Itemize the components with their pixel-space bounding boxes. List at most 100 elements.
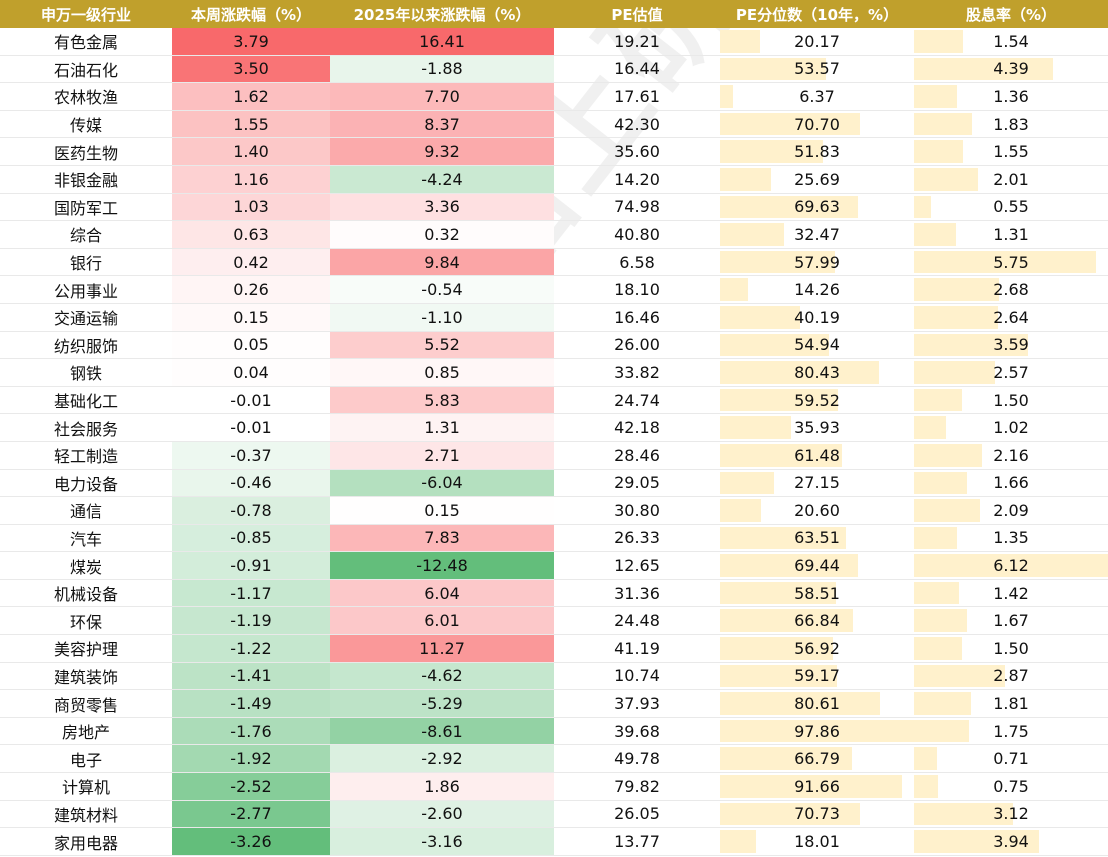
industry-name-cell: 美容护理 [0, 634, 172, 663]
table-row: 商贸零售 -1.49 -5.29 37.93 80.61 1.81 [0, 689, 1108, 718]
pe-percentile-cell: 91.66 [720, 772, 914, 801]
industry-name-cell: 家用电器 [0, 827, 172, 856]
bar-value-label: 97.86 [794, 721, 840, 741]
data-bar [914, 416, 947, 439]
pe-cell: 24.48 [554, 606, 720, 636]
ytd-change-cell: 16.41 [330, 28, 554, 56]
bar-value-label: 1.50 [993, 390, 1029, 410]
industry-name-cell: 计算机 [0, 772, 172, 801]
dividend-yield-cell: 1.83 [914, 110, 1108, 139]
data-bar [720, 775, 902, 798]
header-week-change: 本周涨跌幅（%） [172, 0, 330, 28]
pe-cell: 42.18 [554, 413, 720, 442]
ytd-change-cell: 5.52 [330, 331, 554, 360]
industry-name-cell: 医药生物 [0, 137, 172, 166]
ytd-change-cell: -0.54 [330, 275, 554, 304]
data-bar [720, 747, 853, 771]
bar-value-label: 1.66 [993, 473, 1029, 493]
industry-name-cell: 房地产 [0, 717, 172, 746]
bar-value-label: 2.01 [993, 169, 1029, 189]
industry-name-cell: 机械设备 [0, 579, 172, 608]
pe-cell: 41.19 [554, 634, 720, 663]
header-pe-percentile: PE分位数（10年，%） [720, 0, 914, 28]
pe-percentile-cell: 66.79 [720, 744, 914, 774]
data-bar [914, 85, 958, 108]
pe-percentile-cell: 61.48 [720, 441, 914, 470]
bar-value-label: 25.69 [794, 169, 840, 189]
bar-value-label: 69.44 [794, 556, 840, 576]
table-row: 纺织服饰 0.05 5.52 26.00 54.94 3.59 [0, 331, 1108, 360]
data-bar [720, 361, 880, 384]
pe-percentile-cell: 56.92 [720, 634, 914, 663]
data-bar [720, 719, 914, 743]
data-bar [720, 664, 838, 688]
table-row: 公用事业 0.26 -0.54 18.10 14.26 2.68 [0, 275, 1108, 304]
bar-value-label: 91.66 [794, 776, 840, 796]
dividend-yield-cell: 1.36 [914, 82, 1108, 111]
week-change-cell: -0.78 [172, 496, 330, 525]
pe-percentile-cell: 25.69 [720, 165, 914, 194]
industry-name-cell: 综合 [0, 220, 172, 249]
dividend-yield-cell: 1.55 [914, 137, 1108, 166]
pe-cell: 42.30 [554, 110, 720, 139]
week-change-cell: -0.46 [172, 469, 330, 498]
week-change-cell: -0.01 [172, 413, 330, 442]
week-change-cell: -1.92 [172, 744, 330, 774]
pe-percentile-cell: 53.57 [720, 55, 914, 84]
data-bar [914, 775, 938, 798]
pe-cell: 26.33 [554, 524, 720, 553]
pe-cell: 74.98 [554, 193, 720, 222]
pe-percentile-cell: 70.73 [720, 800, 914, 829]
dividend-yield-cell: 6.12 [914, 551, 1108, 580]
ytd-change-cell: 1.86 [330, 772, 554, 801]
bar-value-label: 1.02 [993, 418, 1029, 438]
header-row: 申万一级行业 本周涨跌幅（%） 2025年以来涨跌幅（%） PE估值 PE分位数… [0, 0, 1108, 28]
ytd-change-cell: -4.24 [330, 165, 554, 194]
table-row: 美容护理 -1.22 11.27 41.19 56.92 1.50 [0, 634, 1108, 663]
data-bar [720, 443, 842, 467]
pe-cell: 17.61 [554, 82, 720, 111]
data-bar [720, 692, 880, 715]
pe-cell: 12.65 [554, 551, 720, 580]
week-change-cell: 1.03 [172, 193, 330, 222]
data-bar [720, 57, 827, 81]
table-row: 基础化工 -0.01 5.83 24.74 59.52 1.50 [0, 386, 1108, 415]
header-ytd-change: 2025年以来涨跌幅（%） [330, 0, 554, 28]
table-row: 有色金属 3.79 16.41 19.21 20.17 1.54 [0, 28, 1108, 56]
table-body: 有色金属 3.79 16.41 19.21 20.17 1.54 石油石化 3.50 -1.88… [0, 28, 1108, 856]
bar-value-label: 4.39 [993, 59, 1029, 79]
pe-cell: 26.05 [554, 800, 720, 829]
pe-cell: 14.20 [554, 165, 720, 194]
data-bar [720, 830, 756, 853]
pe-percentile-cell: 80.61 [720, 689, 914, 718]
data-bar [720, 333, 829, 357]
table-row: 电力设备 -0.46 -6.04 29.05 27.15 1.66 [0, 469, 1108, 498]
data-bar [914, 719, 970, 743]
pe-cell: 33.82 [554, 358, 720, 387]
bar-value-label: 59.17 [794, 666, 840, 686]
dividend-yield-cell: 1.35 [914, 524, 1108, 553]
table-row: 家用电器 -3.26 -3.16 13.77 18.01 3.94 [0, 827, 1108, 856]
pe-percentile-cell: 69.63 [720, 193, 914, 222]
pe-percentile-cell: 14.26 [720, 275, 914, 304]
industry-name-cell: 汽车 [0, 524, 172, 553]
industry-name-cell: 电子 [0, 744, 172, 774]
ytd-change-cell: 0.85 [330, 358, 554, 387]
dividend-yield-cell: 2.16 [914, 441, 1108, 470]
week-change-cell: -3.26 [172, 827, 330, 856]
dividend-yield-cell: 1.50 [914, 634, 1108, 663]
dividend-yield-cell: 1.02 [914, 413, 1108, 442]
bar-value-label: 2.16 [993, 445, 1029, 465]
pe-percentile-cell: 59.17 [720, 662, 914, 691]
industry-name-cell: 基础化工 [0, 386, 172, 415]
data-bar [914, 57, 1054, 81]
data-bar [720, 167, 771, 191]
pe-percentile-cell: 27.15 [720, 469, 914, 498]
week-change-cell: 0.05 [172, 331, 330, 360]
bar-value-label: 14.26 [794, 280, 840, 300]
table-row: 煤炭 -0.91 -12.48 12.65 69.44 6.12 [0, 551, 1108, 580]
industry-name-cell: 农林牧渔 [0, 82, 172, 111]
week-change-cell: 0.63 [172, 220, 330, 249]
table-row: 轻工制造 -0.37 2.71 28.46 61.48 2.16 [0, 441, 1108, 470]
